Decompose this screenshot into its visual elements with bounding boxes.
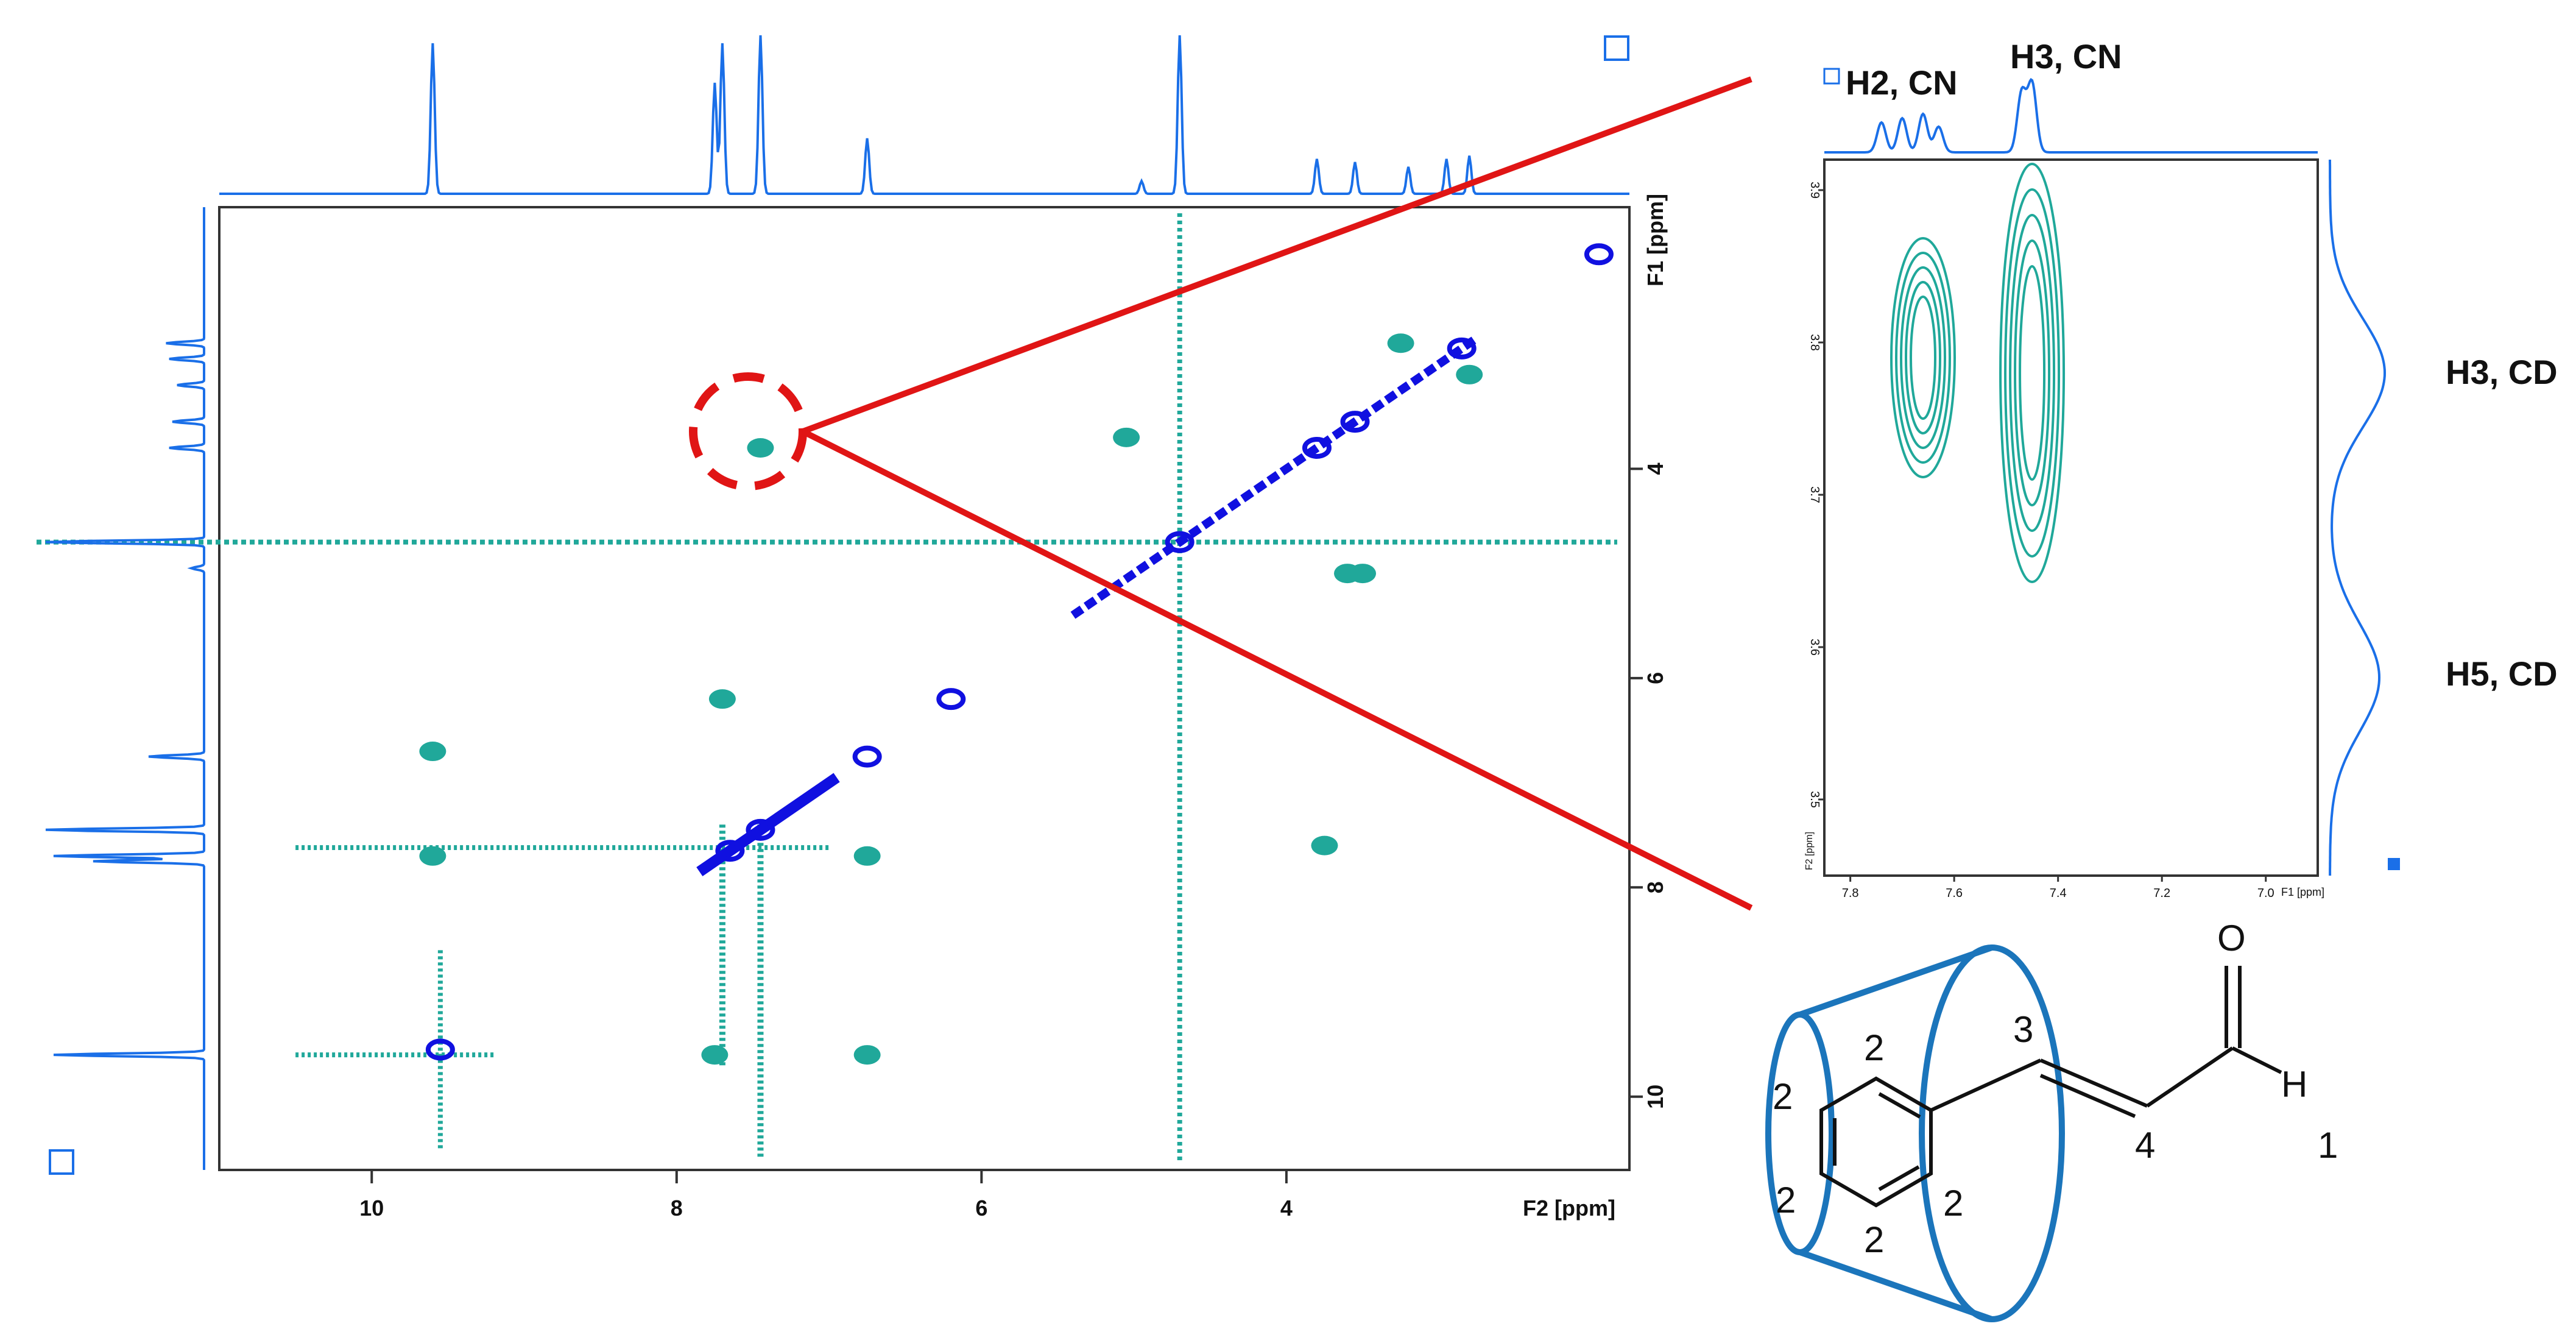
bond-c4-c1 xyxy=(2146,1046,2234,1108)
negative-crosspeak-0 xyxy=(419,846,446,866)
diagonal-peak-6 xyxy=(1302,437,1332,459)
negative-crosspeak-8 xyxy=(1311,835,1338,856)
annotation-h3-cn: H3, CN xyxy=(2010,37,2122,76)
zoom-corner-square-open xyxy=(1823,68,1840,85)
main-y-tick-label-0: 4 xyxy=(1643,462,1668,475)
cd-cone-edge-top xyxy=(1799,944,1993,1018)
zoom-y-tick-label-1: 3.8 xyxy=(1808,334,1821,351)
zoom-y-tick-label-3: 3.6 xyxy=(1808,639,1821,656)
corner-square-top-right xyxy=(1604,35,1629,61)
zoom-corner-square-filled xyxy=(2388,858,2400,870)
negative-crosspeak-10 xyxy=(1387,333,1414,353)
negative-crosspeak-1 xyxy=(419,742,446,762)
label-2-left: 2 xyxy=(1773,1076,1793,1117)
cinnamaldehyde-cyclodextrin-structure: 2 2 2 2 2 3 4 1 H O xyxy=(1765,918,2338,1322)
negative-crosspeak-7 xyxy=(1113,427,1140,447)
main-y-tick-label-2: 8 xyxy=(1643,881,1668,893)
negative-crosspeak-6 xyxy=(747,438,774,458)
zoom-x-axis-label: F1 [ppm] xyxy=(2281,886,2324,898)
label-2-top: 2 xyxy=(1864,1027,1884,1068)
diagonal-peak-8 xyxy=(1447,337,1477,360)
negative-crosspeak-12 xyxy=(1349,564,1377,584)
zoom-y-tick-label-2: 3.7 xyxy=(1808,486,1821,503)
negative-crosspeak-2 xyxy=(701,1045,729,1065)
label-2-right: 2 xyxy=(1943,1183,1963,1224)
label-2-bottom: 2 xyxy=(1864,1219,1884,1260)
main-f1-projection-trace xyxy=(45,207,205,1170)
zoom-2d-spectrum: 7.8 7.6 7.4 7.2 7.0 3.9 3.8 3.7 3.6 3.5 F1 [ppm]… xyxy=(1804,37,2558,900)
zoom-contour-1-2 xyxy=(2009,214,2056,532)
diagonal-peak-0 xyxy=(425,1038,455,1061)
main-x-tick-label-1: 8 xyxy=(671,1196,683,1221)
zoom-contour-0-3 xyxy=(1895,252,1951,464)
zoom-plot-frame xyxy=(1823,158,2319,877)
zoom-contour-0-2 xyxy=(1900,266,1946,449)
zoom-right-projection-trace xyxy=(2329,160,2387,876)
bond-c3-c4 xyxy=(2039,1058,2148,1108)
main-2d-spectrum: 10 8 6 4 4 6 8 10 F2 [ppm] F1 [ppm] xyxy=(37,35,1668,1221)
annotation-h2-cn: H2, CN xyxy=(1846,63,1958,102)
main-y-tick-label-3: 10 xyxy=(1643,1085,1668,1109)
diagonal-peak-5 xyxy=(1165,531,1194,553)
zoom-contour-0-1 xyxy=(1905,281,1941,434)
zoom-y-tick-label-0: 3.9 xyxy=(1808,182,1821,199)
label-h: H xyxy=(2281,1064,2307,1105)
diagonal-peak-1 xyxy=(715,840,745,862)
zoom-top-projection-trace xyxy=(1824,77,2318,154)
diagonal-peak-4 xyxy=(936,688,966,710)
label-4: 4 xyxy=(2135,1125,2155,1166)
zoom-x-tick-label-2: 7.4 xyxy=(2050,887,2067,900)
bond-c3-c4-double xyxy=(2039,1074,2136,1118)
zoom-line-bottom xyxy=(801,428,1753,911)
diagonal-peak-3 xyxy=(852,745,882,768)
cd-cone-edge-bottom xyxy=(1799,1249,1993,1322)
negative-crosspeak-3 xyxy=(853,1045,881,1065)
negative-crosspeak-5 xyxy=(853,846,881,866)
label-2-lower-left: 2 xyxy=(1776,1180,1796,1221)
zoom-x-tick-label-1: 7.6 xyxy=(1946,887,1963,900)
label-o: O xyxy=(2217,918,2246,959)
diagonal-peak-7 xyxy=(1340,411,1370,433)
diagonal-peak-2 xyxy=(746,818,775,841)
main-plot-frame xyxy=(218,206,1631,1171)
annotation-h3-cd: H3, CD xyxy=(2446,353,2558,391)
main-x-tick-label-0: 10 xyxy=(359,1196,384,1221)
diagonal-band-aliphatic xyxy=(1070,334,1480,619)
zoom-x-tick-label-3: 7.2 xyxy=(2153,887,2170,900)
highlight-circle xyxy=(689,372,807,491)
zoom-contour-1-1 xyxy=(2014,239,2051,506)
zoom-y-tick-label-4: 3.5 xyxy=(1808,791,1821,808)
zoom-y-axis-label: F2 [ppm] xyxy=(1804,832,1815,870)
bond-ring-c3 xyxy=(1930,1058,2042,1112)
main-y-tick-label-1: 6 xyxy=(1643,672,1668,684)
zoom-x-tick-label-0: 7.8 xyxy=(1842,887,1859,900)
negative-crosspeak-11 xyxy=(1456,364,1483,384)
main-x-tick-label-2: 6 xyxy=(975,1196,987,1221)
benzene-double-bond-2 xyxy=(1878,1165,1920,1191)
zoom-x-tick-label-4: 7.0 xyxy=(2257,887,2274,900)
label-1: 1 xyxy=(2318,1125,2338,1166)
diagonal-peak-9 xyxy=(1584,243,1614,266)
zoom-contour-1-0 xyxy=(2019,265,2046,481)
main-y-axis-label: F1 [ppm] xyxy=(1643,194,1668,286)
benzene-ring xyxy=(1819,1076,1933,1208)
annotation-h5-cd: H5, CD xyxy=(2446,654,2558,693)
zoom-line-top xyxy=(802,76,1752,434)
main-f2-projection-trace xyxy=(219,35,1629,195)
zoom-contour-0-0 xyxy=(1910,296,1936,420)
label-3: 3 xyxy=(2013,1009,2033,1050)
main-x-axis-label: F2 [ppm] xyxy=(1523,1196,1615,1221)
zoom-contour-1-4 xyxy=(1999,163,2066,583)
benzene-double-bond-1 xyxy=(1878,1092,1921,1119)
negative-crosspeak-4 xyxy=(708,689,736,709)
cd-large-rim xyxy=(1919,944,2065,1322)
zoom-contour-1-3 xyxy=(2004,188,2061,558)
corner-square-bottom-left xyxy=(49,1149,74,1175)
main-x-tick-label-3: 4 xyxy=(1280,1196,1293,1221)
bond-c1-h xyxy=(2231,1046,2282,1074)
zoom-contour-0-4 xyxy=(1890,237,1956,478)
